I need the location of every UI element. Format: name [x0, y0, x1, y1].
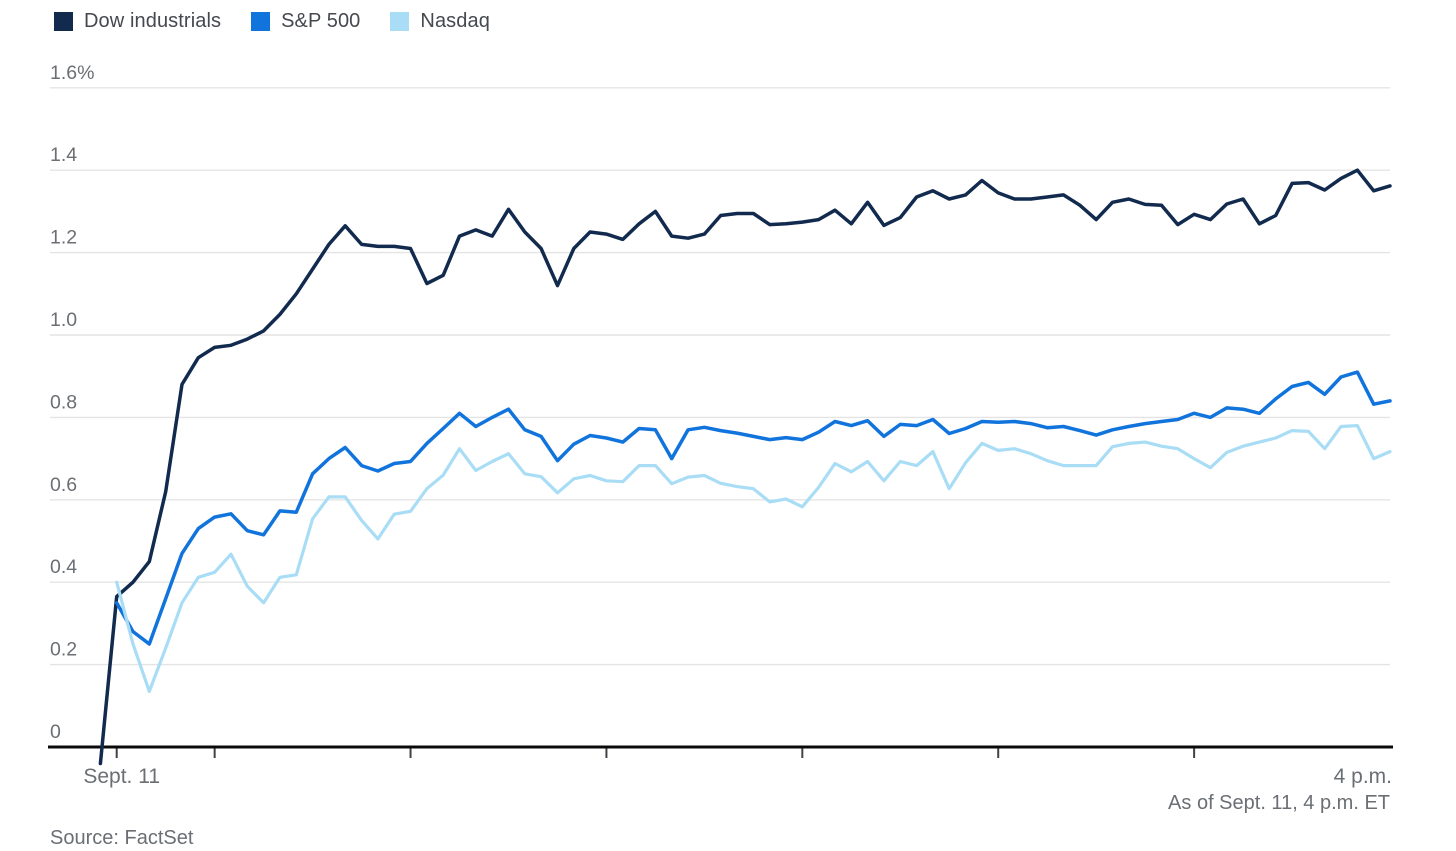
source-credit: Source: FactSet — [50, 827, 194, 849]
series-line-dow-industrials — [98, 168, 1392, 766]
legend-item-sp500: S&P 500 — [251, 10, 360, 33]
x-axis-label-start: Sept. 11 — [83, 765, 160, 788]
legend-label-dow: Dow industrials — [84, 10, 222, 32]
y-axis-label: 0 — [50, 721, 61, 743]
nasdaq-swatch-icon — [390, 12, 410, 31]
y-axis-label: 1.4 — [50, 144, 77, 166]
y-axis-label: 1.6% — [50, 62, 94, 84]
legend-label-sp500: S&P 500 — [281, 10, 361, 32]
as-of-timestamp: As of Sept. 11, 4 p.m. ET — [1168, 792, 1390, 814]
legend-label-nasdaq: Nasdaq — [420, 10, 490, 32]
chart-legend: Dow industrials S&P 500 Nasdaq — [54, 10, 490, 33]
series-line-s-p-500 — [114, 370, 1392, 646]
x-axis-label-end: 4 p.m. — [1334, 765, 1392, 788]
series-line-nasdaq — [115, 424, 1392, 694]
y-axis-label: 0.8 — [50, 391, 77, 413]
legend-item-nasdaq: Nasdaq — [390, 10, 490, 33]
y-axis-label: 1.0 — [50, 309, 77, 331]
x-axis-line — [48, 745, 1393, 749]
y-axis-label: 0.6 — [50, 474, 77, 496]
y-axis-label: 0.4 — [50, 556, 77, 578]
sp500-swatch-icon — [251, 12, 271, 31]
y-axis-label: 0.2 — [50, 639, 77, 661]
dow-swatch-icon — [54, 12, 73, 31]
legend-item-dow: Dow industrials — [54, 10, 221, 33]
y-axis-label: 1.2 — [50, 227, 77, 249]
